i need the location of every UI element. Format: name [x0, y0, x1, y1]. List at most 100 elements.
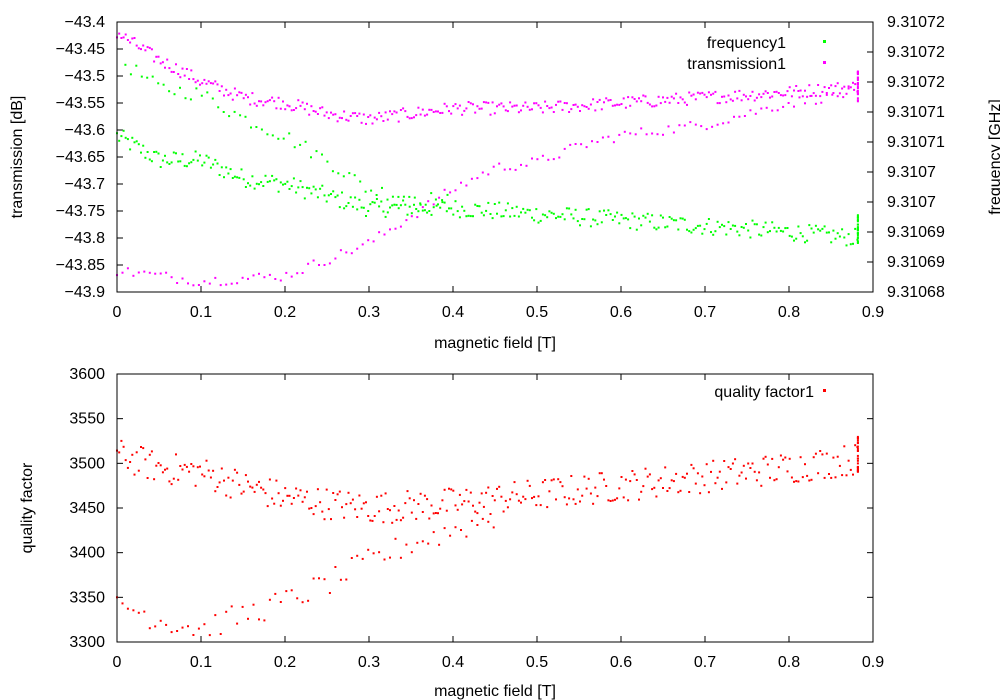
y-tick-label: −43.75 — [56, 203, 105, 220]
data-point — [220, 85, 223, 88]
data-point — [312, 259, 315, 262]
data-point — [253, 490, 256, 493]
data-point — [764, 90, 767, 93]
data-point — [164, 66, 166, 69]
data-point — [452, 489, 455, 492]
data-point — [258, 100, 260, 103]
data-point — [749, 95, 752, 97]
data-point — [820, 101, 823, 104]
data-point — [605, 214, 608, 216]
data-point — [427, 200, 430, 203]
data-point — [286, 494, 289, 497]
data-point — [629, 480, 632, 483]
data-point — [832, 229, 835, 232]
data-point — [694, 482, 697, 485]
data-point — [362, 502, 365, 505]
data-point — [592, 98, 595, 101]
data-point — [797, 225, 800, 228]
data-point — [285, 590, 288, 593]
data-point — [126, 138, 129, 141]
data-point — [474, 111, 477, 114]
data-point — [612, 141, 615, 144]
data-point — [185, 165, 188, 168]
data-point — [492, 526, 495, 529]
data-point — [511, 491, 514, 494]
data-point — [240, 168, 243, 171]
data-point — [443, 102, 446, 105]
data-point — [316, 488, 319, 491]
y2-tick-label: 9.31072 — [887, 14, 945, 31]
data-point — [225, 610, 228, 613]
data-point — [618, 133, 621, 136]
data-point — [852, 242, 854, 245]
data-point — [690, 463, 693, 466]
data-point — [274, 592, 277, 595]
data-point — [404, 502, 407, 505]
data-point — [727, 121, 730, 124]
data-point — [509, 168, 512, 171]
data-point — [161, 471, 164, 474]
data-point — [181, 277, 184, 280]
data-point — [616, 103, 619, 106]
data-point — [834, 85, 837, 88]
data-point — [155, 150, 158, 153]
data-point — [487, 486, 490, 489]
data-point — [258, 272, 260, 275]
data-point — [432, 206, 435, 209]
data-point — [517, 111, 520, 114]
data-point — [251, 175, 254, 178]
data-point — [513, 104, 516, 107]
data-point — [496, 105, 498, 108]
data-point — [321, 106, 324, 109]
data-point — [793, 105, 795, 108]
data-point — [209, 166, 212, 169]
data-point — [326, 160, 329, 163]
data-point — [482, 505, 485, 508]
data-point — [118, 451, 121, 454]
data-point — [776, 109, 779, 112]
data-point — [547, 158, 550, 161]
data-point — [589, 492, 592, 495]
data-point — [230, 282, 233, 285]
data-point — [677, 102, 680, 104]
data-point — [365, 501, 367, 504]
x-tick-label: 0.5 — [526, 304, 548, 321]
data-point — [382, 210, 385, 213]
data-point — [402, 195, 405, 198]
data-point — [585, 146, 588, 149]
data-point — [253, 187, 256, 190]
data-point — [841, 228, 844, 231]
data-point — [745, 95, 747, 98]
data-point — [286, 180, 289, 183]
top-data-points — [116, 32, 859, 287]
data-point — [404, 203, 407, 206]
data-point — [448, 207, 450, 210]
data-point — [356, 554, 359, 557]
data-point — [394, 227, 397, 230]
data-point — [299, 104, 302, 107]
data-point — [219, 633, 222, 635]
data-point — [568, 207, 571, 210]
data-point — [201, 82, 204, 85]
data-point — [751, 219, 754, 222]
data-point — [315, 150, 318, 153]
data-point — [787, 102, 790, 104]
data-point — [727, 221, 730, 224]
data-point-final — [856, 240, 859, 243]
data-point — [481, 171, 484, 174]
data-point — [493, 499, 496, 502]
data-point — [146, 477, 149, 479]
bottom-legend: quality factor1 — [714, 384, 826, 401]
data-point — [535, 102, 538, 105]
data-point — [592, 218, 595, 221]
top-panel: 0 0.1 0.2 0.3 0.4 0.5 0.6 0.7 0.8 0.9 −43.4 −43.45… — [9, 14, 1000, 352]
data-point — [692, 228, 695, 231]
data-point — [240, 91, 243, 94]
data-point — [631, 96, 634, 99]
data-point — [120, 439, 123, 442]
data-point — [306, 490, 308, 493]
legend-quality-factor1-label: quality factor1 — [714, 384, 814, 401]
data-point — [196, 159, 199, 162]
data-point — [190, 69, 193, 72]
data-point — [168, 480, 171, 483]
